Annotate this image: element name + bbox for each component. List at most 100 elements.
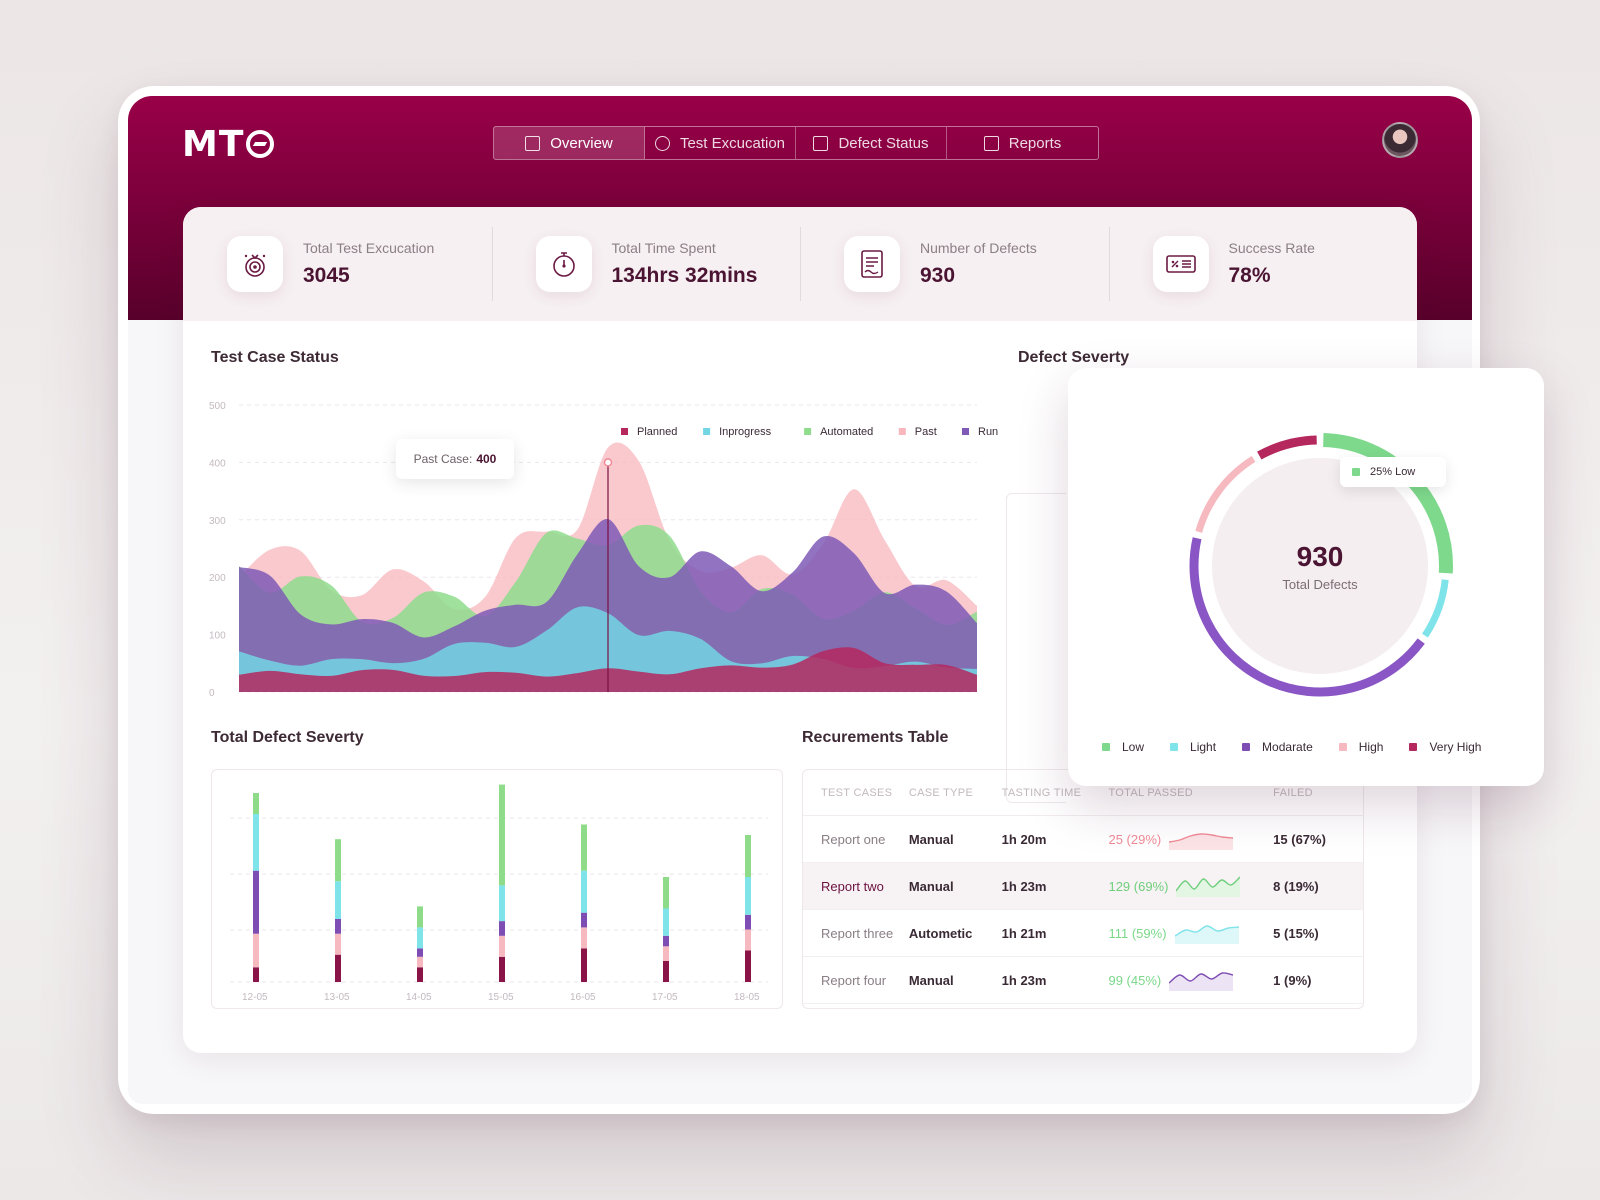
table-row[interactable]: Report one Manual 1h 20m 25 (29%) 15 (67… [803,816,1363,863]
x-tick-label: 16-05 [719,706,745,707]
cell-tasting-time: 1h 20m [1001,831,1047,847]
legend-label: Inprogress [719,426,771,438]
total-defect-severty-chart[interactable]: 12-05 13-05 14-05 15-05 16-05 17-05 18-05 [212,770,784,1010]
legend-label: Past [915,426,937,438]
x-tick-label: 17-05 [652,992,678,1003]
legend-modarate[interactable]: Modarate [1242,740,1313,754]
donut-slice-very-high [1257,435,1317,460]
bar-segment [581,824,587,871]
donut-slice-high [1195,455,1256,533]
test-case-status-title: Test Case Status [211,349,339,366]
stat-label: Total Test Excucation [303,240,435,256]
stat-label: Total Time Spent [611,240,716,256]
x-tick-label: 18-05 [734,992,760,1003]
x-tick-label: 16-05 [570,992,596,1003]
legend-high[interactable]: High [1338,740,1383,754]
x-tick-label: 14-05 [406,992,432,1003]
legend-label: Run [978,426,998,438]
bar-segment [417,927,423,949]
tooltip-value: 400 [476,452,497,466]
bar-segment [335,881,341,919]
table-row[interactable]: Report two Manual 1h 23m 129 (69%) 8 (19… [803,863,1363,910]
sparkline-icon [1169,972,1234,991]
target-icon [227,236,283,292]
logo[interactable]: MT [182,124,275,165]
tooltip-label: Past Case: [413,452,473,466]
bar-segment [253,793,259,814]
cell-tasting-time: 1h 21m [1001,925,1047,941]
bar-segment [663,908,669,936]
sparkline-line [1169,972,1234,984]
bar-segment [253,814,259,871]
col-case-type[interactable]: CASE TYPE [908,786,974,799]
bar-segment [417,967,423,982]
report-document-icon [844,236,900,292]
stat-total-test-excucation: Total Test Excucation 3045 [183,207,492,321]
logo-o-mark-icon [246,130,275,158]
col-total-passed[interactable]: TOTAL PASSED [1108,786,1193,799]
x-tick-label: 15-05 [488,992,514,1003]
tab-reports[interactable]: Reports [947,127,1098,159]
cell-total-passed: 99 (45%) [1108,969,1273,991]
table-row[interactable]: Report three Autometic 1h 21m 111 (59%) … [803,910,1363,957]
sparkline-area [1169,833,1234,850]
x-tick-label: 17-05 [842,706,868,707]
cell-case-type: Manual [908,878,954,894]
sparkline-area [1169,972,1234,991]
bar-segment [335,954,341,982]
bar-segment [499,921,505,936]
legend-label: Low [1122,740,1145,754]
cell-total-passed: 111 (59%) [1108,922,1273,944]
total-defects-value: 930 [1296,540,1344,572]
table-row[interactable]: Report four Manual 1h 23m 99 (45%) 1 (9%… [803,957,1363,1004]
tab-label: Test Excucation [679,134,786,152]
x-tick-label: 14-05 [473,706,499,707]
x-tick-label: 12-05 [242,992,268,1003]
cell-case-type: Manual [908,972,954,988]
col-tasting-time[interactable]: TASTING TIME [1001,786,1082,799]
bar-segment [745,877,751,915]
col-test-cases[interactable]: TEST CASES [821,786,893,799]
donut-slice-modarate [1189,537,1425,697]
legend-light[interactable]: Light [1170,740,1216,754]
stat-value: 78% [1228,264,1271,287]
tab-test-excucation[interactable]: Test Excucation [645,127,796,159]
percent-ticket-icon [1152,236,1209,292]
y-tick-label: 200 [209,573,226,584]
bar-segment [663,946,669,961]
bar-segment [745,914,751,930]
grid-icon [813,135,829,151]
half-circle-icon [654,135,670,151]
col-failed[interactable]: FAILED [1273,786,1313,799]
cell-tasting-time: 1h 23m [1001,972,1047,988]
bar-segment [663,935,669,947]
tab-overview[interactable]: Overview [494,127,645,159]
low-swatch [1352,468,1360,476]
passed-value: 111 (59%) [1108,925,1167,941]
x-tick-label: 15-05 [596,706,622,707]
legend-label: Modarate [1262,740,1313,754]
cell-test-case: Report two [821,878,884,894]
legend-low[interactable]: Low [1102,740,1144,754]
cell-case-type: Autometic [908,925,973,941]
stat-value: 930 [920,264,956,287]
low-tooltip-text: 25% Low [1370,466,1416,478]
bar-segment [335,933,341,955]
cell-total-passed: 25 (29%) [1108,828,1273,850]
legend-swatch [1102,743,1110,751]
bar-segment [499,935,505,957]
bar-segment [253,933,259,968]
bar-segment [745,929,751,951]
bar-segment [335,839,341,882]
y-tick-label: 100 [209,631,226,642]
cell-failed: 15 (67%) [1273,831,1326,847]
avatar[interactable] [1382,122,1418,158]
test-case-status-chart[interactable]: 500 400 300 200 100 0 12-05 13-05 14-05 15-05 16-0… [207,387,1007,707]
defect-severty-legend: Low Light Modarate High Very High [1102,740,1507,754]
legend-swatch [804,428,812,435]
stat-success-rate: Success Rate 78% [1108,207,1418,321]
legend-swatch [1338,743,1347,751]
legend-very-high[interactable]: Very High [1409,740,1481,754]
bar-segment [581,912,587,928]
tab-defect-status[interactable]: Defect Status [796,127,947,159]
